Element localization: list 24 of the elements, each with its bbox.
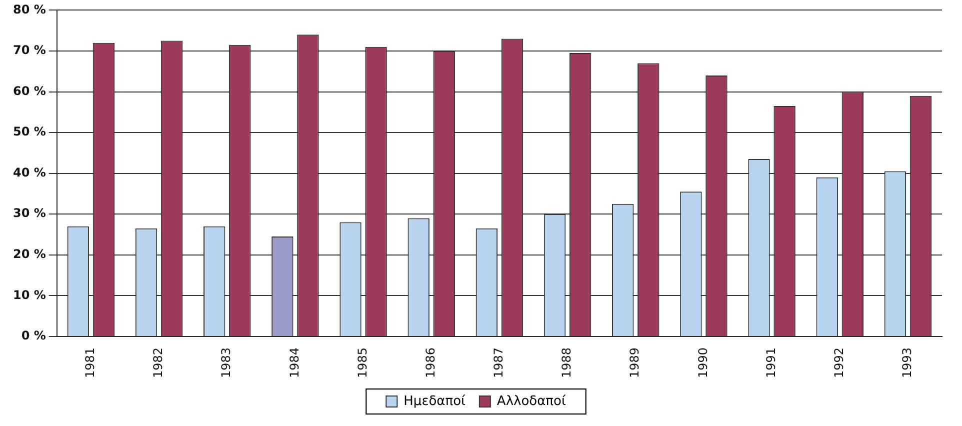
x-tick-label: 1988 — [560, 347, 574, 378]
y-tick-label: 60 % — [12, 84, 46, 98]
x-tick-label: 1982 — [151, 347, 166, 378]
y-tick-label: 40 % — [12, 165, 46, 180]
y-tick-label: 0 % — [21, 328, 46, 343]
y-tick-label: 20 % — [12, 247, 46, 262]
y-tick-label: 30 % — [12, 206, 46, 220]
x-tick-label: 1984 — [287, 347, 302, 378]
y-tick-label: 70 % — [12, 43, 46, 58]
x-tick-label: 1987 — [492, 347, 506, 378]
y-tick-label: 10 % — [12, 288, 46, 302]
x-tick-label: 1992 — [832, 347, 846, 378]
x-tick-label: 1985 — [355, 347, 370, 378]
legend-label: Αλλοδαποί — [496, 394, 566, 409]
legend-label: Ημεδαποί — [404, 394, 466, 409]
x-tick-label: 1993 — [900, 347, 914, 378]
x-tick-label: 1989 — [628, 347, 642, 378]
x-tick-label: 1990 — [696, 347, 710, 378]
x-tick-label: 1991 — [764, 347, 778, 378]
x-tick-label: 1986 — [423, 347, 438, 378]
y-tick-label: 50 % — [12, 124, 46, 139]
x-tick-label: 1981 — [83, 347, 98, 378]
y-tick-label: 80 % — [12, 2, 46, 16]
x-tick-label: 1983 — [219, 347, 234, 378]
